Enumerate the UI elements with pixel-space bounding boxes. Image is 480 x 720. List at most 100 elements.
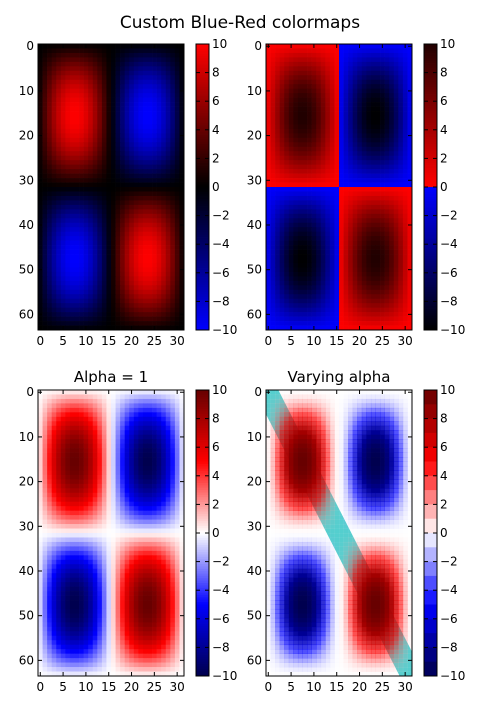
heatmap-cell — [147, 434, 153, 440]
heatmap-cell — [92, 443, 98, 449]
heatmap-cell — [393, 316, 399, 322]
heatmap-cell — [129, 236, 135, 241]
heatmap-cell — [352, 209, 358, 215]
heatmap-cell — [152, 316, 157, 322]
heatmap-cell — [334, 213, 340, 219]
heatmap-cell — [307, 204, 312, 210]
heatmap-cell — [79, 213, 84, 219]
heatmap-cell — [92, 416, 98, 422]
colorbar-band — [196, 201, 209, 205]
heatmap-cell — [38, 294, 43, 300]
heatmap-cell — [56, 412, 62, 418]
heatmap-cell — [311, 213, 317, 219]
heatmap-cell — [106, 61, 112, 67]
heatmap-cell — [174, 102, 180, 107]
heatmap-cell — [56, 44, 62, 49]
heatmap-cell — [179, 289, 185, 295]
heatmap-cell — [343, 111, 349, 116]
colorbar-band — [196, 158, 209, 162]
heatmap-cell — [316, 325, 322, 331]
heatmap-cell — [407, 106, 413, 112]
heatmap-cell — [407, 191, 413, 197]
heatmap-cell — [120, 124, 126, 130]
heatmap-cell — [165, 425, 171, 431]
heatmap-cell — [352, 321, 358, 326]
heatmap-cell — [124, 124, 130, 130]
heatmap-cell — [124, 182, 130, 188]
heatmap-cell — [124, 390, 130, 395]
heatmap-cell — [56, 403, 62, 409]
heatmap-cell — [60, 48, 66, 54]
heatmap-cell — [152, 398, 157, 404]
heatmap-cell — [152, 258, 157, 264]
heatmap-cell — [42, 271, 48, 277]
heatmap-cell — [65, 443, 71, 449]
heatmap-cell — [79, 66, 84, 72]
heatmap-cell — [69, 416, 75, 422]
heatmap-cell — [42, 294, 48, 300]
heatmap-cell — [47, 128, 53, 134]
heatmap-cell — [279, 276, 285, 282]
heatmap-cell — [65, 173, 71, 179]
heatmap-cell — [165, 236, 171, 241]
heatmap-cell — [65, 236, 71, 241]
heatmap-cell — [74, 52, 80, 58]
heatmap-cell — [120, 128, 126, 134]
heatmap-cell — [275, 245, 281, 250]
heatmap-cell — [407, 124, 413, 130]
heatmap-cell — [279, 231, 285, 237]
heatmap-cell — [366, 213, 372, 219]
heatmap-cell — [124, 245, 130, 250]
heatmap-cell — [69, 236, 75, 241]
heatmap-cell — [147, 204, 153, 210]
heatmap-cell — [120, 137, 126, 143]
heatmap-cell — [297, 195, 303, 201]
heatmap-cell — [111, 88, 116, 94]
heatmap-cell — [370, 240, 376, 246]
heatmap-cell — [339, 271, 344, 277]
heatmap-cell — [129, 52, 135, 58]
colorbar-band — [424, 191, 437, 195]
heatmap-cell — [69, 93, 75, 98]
heatmap-cell — [47, 227, 53, 233]
heatmap-cell — [325, 84, 331, 90]
heatmap-cell — [142, 137, 148, 143]
heatmap-cell — [92, 425, 98, 431]
heatmap-cell — [389, 115, 395, 121]
heatmap-cell — [288, 249, 294, 255]
heatmap-cell — [370, 249, 376, 255]
heatmap-cell — [293, 231, 299, 237]
heatmap-cell — [92, 325, 98, 331]
heatmap-cell — [402, 271, 408, 277]
heatmap-cell — [42, 303, 48, 309]
heatmap-cell — [65, 403, 71, 409]
heatmap-cell — [370, 271, 376, 277]
heatmap-cell — [120, 182, 126, 188]
heatmap-cell — [311, 133, 317, 139]
heatmap-cell — [152, 128, 157, 134]
heatmap-cell — [384, 61, 390, 67]
heatmap-cell — [357, 209, 363, 215]
heatmap-cell — [65, 227, 71, 233]
heatmap-cell — [124, 321, 130, 326]
heatmap-cell — [142, 48, 148, 54]
heatmap-cell — [152, 52, 157, 58]
heatmap-cell — [343, 191, 349, 197]
heatmap-cell — [152, 70, 157, 76]
colorbar-band — [424, 251, 437, 255]
heatmap-cell — [339, 276, 344, 282]
heatmap-cell — [138, 298, 144, 304]
heatmap-cell — [147, 240, 153, 246]
heatmap-cell — [380, 128, 385, 134]
heatmap-cell — [329, 258, 335, 264]
heatmap-cell — [142, 187, 148, 192]
heatmap-cell — [375, 97, 381, 103]
heatmap-cell — [147, 128, 153, 134]
heatmap-cell — [138, 102, 144, 107]
heatmap-cell — [361, 249, 367, 255]
heatmap-cell — [161, 213, 167, 219]
heatmap-cell — [279, 227, 285, 233]
heatmap-cell — [88, 119, 94, 125]
colorbar-band — [196, 165, 209, 169]
heatmap-cell — [270, 124, 276, 130]
